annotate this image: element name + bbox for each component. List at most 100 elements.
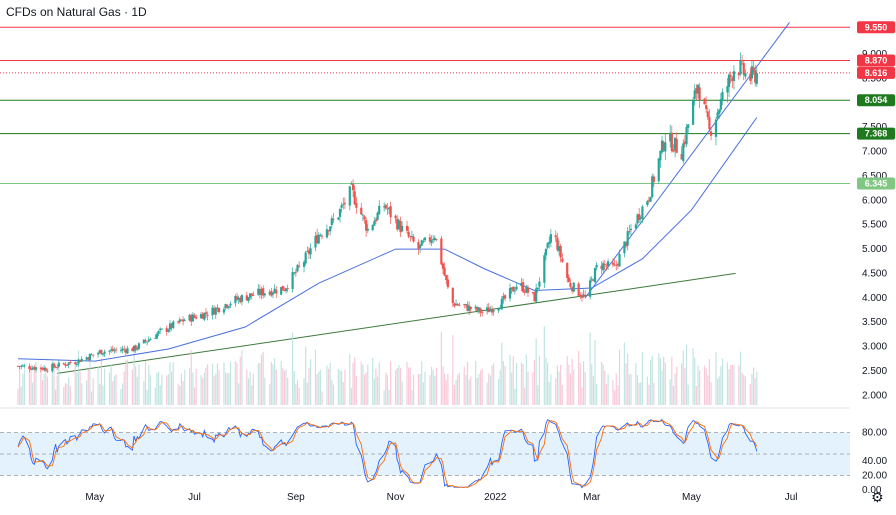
volume-bar bbox=[195, 369, 197, 405]
candle-body bbox=[340, 205, 343, 208]
volume-bar bbox=[445, 380, 447, 405]
x-tick-label: Sep bbox=[287, 492, 305, 503]
candle-body bbox=[307, 250, 311, 254]
candle-body bbox=[716, 112, 719, 119]
volume-bar bbox=[331, 379, 333, 405]
volume-bar bbox=[502, 361, 505, 405]
price-badge-label: 9.550 bbox=[865, 22, 888, 32]
candle-body bbox=[659, 150, 662, 161]
volume-bar bbox=[602, 364, 604, 405]
volume-bar bbox=[697, 365, 699, 405]
volume-bar bbox=[720, 366, 722, 405]
volume-bar bbox=[17, 388, 19, 405]
candle-body bbox=[737, 72, 740, 76]
candle-body bbox=[180, 319, 183, 321]
candle-body bbox=[683, 141, 687, 144]
volume-bar bbox=[520, 362, 523, 405]
volume-bar bbox=[159, 385, 161, 405]
candle-body bbox=[206, 315, 209, 316]
candle-body bbox=[386, 208, 389, 210]
volume-bar bbox=[92, 377, 94, 405]
candle-body bbox=[113, 350, 116, 352]
candle-body bbox=[639, 217, 642, 219]
volume-bar bbox=[638, 382, 640, 405]
candle-body bbox=[18, 366, 21, 367]
volume-bar bbox=[442, 366, 444, 405]
candle-body bbox=[521, 282, 525, 292]
candle-body bbox=[557, 246, 561, 252]
candle-body bbox=[67, 362, 70, 366]
candle-body bbox=[577, 283, 580, 296]
volume-bar bbox=[465, 374, 467, 405]
candle-body bbox=[698, 87, 701, 101]
price-badge bbox=[857, 127, 895, 140]
candle-body bbox=[696, 84, 700, 94]
candle-body bbox=[280, 287, 283, 295]
candle-body bbox=[29, 369, 33, 370]
candle-body bbox=[204, 312, 208, 314]
volume-bar bbox=[319, 369, 321, 405]
volume-bar bbox=[270, 362, 272, 405]
candle-body bbox=[657, 158, 660, 182]
candle-body bbox=[544, 248, 548, 256]
trendline bbox=[584, 22, 790, 299]
volume-bar bbox=[133, 352, 135, 405]
volume-bar bbox=[87, 369, 89, 405]
candle-body bbox=[172, 321, 175, 328]
candle-body bbox=[543, 255, 546, 283]
volume-bar bbox=[497, 379, 500, 405]
volume-bar bbox=[316, 374, 318, 405]
volume-bar bbox=[538, 356, 541, 405]
volume-bar bbox=[287, 377, 289, 405]
volume-bar bbox=[252, 373, 254, 405]
candle-body bbox=[284, 288, 288, 291]
candle-body bbox=[90, 354, 93, 356]
candle-body bbox=[316, 235, 319, 244]
candle-body bbox=[468, 305, 471, 311]
volume-bar bbox=[550, 374, 552, 405]
osc-y-tick-label: 20.00 bbox=[862, 471, 887, 482]
volume-bar bbox=[375, 368, 377, 405]
volume-bar bbox=[306, 382, 308, 405]
candle-body bbox=[502, 296, 505, 300]
candle-body bbox=[147, 339, 150, 342]
candle-body bbox=[263, 293, 266, 296]
volume-bar bbox=[430, 366, 433, 405]
candle-body bbox=[270, 290, 273, 296]
candle-body bbox=[329, 226, 332, 232]
candle-body bbox=[628, 230, 631, 232]
volume-bar bbox=[429, 375, 431, 405]
y-tick-label: 5.000 bbox=[862, 244, 887, 255]
volume-bar bbox=[617, 385, 619, 405]
candle-body bbox=[588, 280, 592, 297]
candle-body bbox=[629, 228, 633, 231]
candle-body bbox=[157, 331, 160, 334]
volume-bar bbox=[30, 364, 32, 405]
candle-body bbox=[338, 209, 342, 217]
volume-bar bbox=[296, 379, 299, 405]
volume-bar bbox=[685, 344, 688, 405]
volume-bar bbox=[293, 371, 295, 405]
volume-bar bbox=[681, 363, 683, 405]
volume-bar bbox=[589, 332, 591, 405]
volume-bar bbox=[362, 364, 364, 405]
candle-body bbox=[214, 307, 217, 315]
price-badge bbox=[857, 21, 895, 34]
candle-body bbox=[46, 370, 49, 372]
candle-body bbox=[293, 272, 296, 274]
volume-bar bbox=[579, 363, 581, 405]
volume-bar bbox=[738, 365, 740, 405]
y-tick-label: 3.500 bbox=[862, 317, 887, 328]
candle-body bbox=[410, 235, 414, 238]
volume-bar bbox=[412, 374, 415, 405]
candle-body bbox=[100, 349, 103, 355]
candle-body bbox=[39, 367, 42, 369]
candle-body bbox=[435, 238, 438, 240]
candle-body bbox=[433, 237, 436, 241]
volume-bar bbox=[33, 364, 35, 405]
volume-bar bbox=[259, 362, 261, 405]
gear-icon[interactable]: ⚙ bbox=[871, 489, 884, 505]
candle-body bbox=[34, 367, 38, 370]
